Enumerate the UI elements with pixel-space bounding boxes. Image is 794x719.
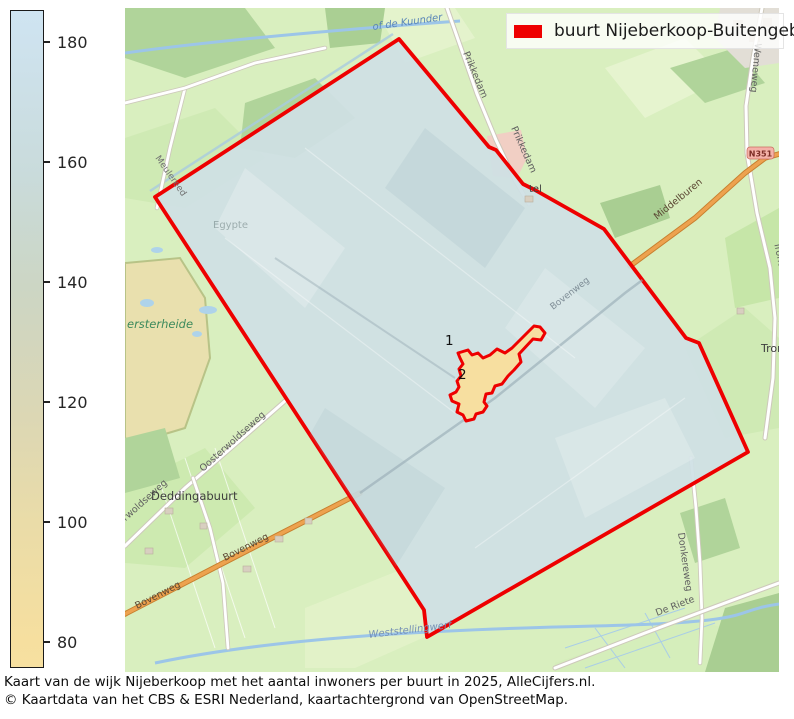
color-scale-tick: 160 <box>44 152 88 172</box>
road-label-bovenweg: Bovenweg <box>221 531 270 563</box>
tick-label: 180 <box>57 32 88 52</box>
tick-mark <box>44 161 50 163</box>
tick-label: 80 <box>57 632 78 652</box>
road-label-bovenweg: Bovenweg <box>133 579 182 611</box>
region-nijeberkoop-village[interactable] <box>448 324 547 423</box>
tick-label: 100 <box>57 512 88 532</box>
map-svg[interactable]: N351 Prikkedam Prikkedam Bovenweg Bovenw… <box>125 8 779 672</box>
caption-line-2: © Kaartdata van het CBS & ESRI Nederland… <box>4 691 569 708</box>
region-marker-1: 1 <box>445 333 454 349</box>
minor-roads <box>125 8 779 671</box>
color-scale-bar <box>10 10 44 668</box>
nature-label-heide: ersterheide <box>127 317 193 331</box>
tick-mark <box>44 41 50 43</box>
place-label-egypte: Egypte <box>213 220 248 231</box>
map-canvas[interactable]: N351 Prikkedam Prikkedam Bovenweg Bovenw… <box>125 8 779 672</box>
road-label-wemeweg: Wemeweg <box>748 43 763 93</box>
map-legend: buurt Nijeberkoop-Buitengebied <box>506 13 794 49</box>
tick-label: 120 <box>57 392 88 412</box>
heath-area <box>125 247 217 445</box>
waterways <box>125 19 779 665</box>
tick-label: 160 <box>57 152 88 172</box>
caption-line-1: Kaart van de wijk Nijeberkoop met het aa… <box>4 674 596 690</box>
tick-mark <box>44 401 50 403</box>
route-badge-label: N351 <box>749 150 773 159</box>
place-label-deddingabuurt: Deddingabuurt <box>151 489 238 503</box>
tick-label: 140 <box>57 272 88 292</box>
region-nijeberkoop-buitengebied[interactable] <box>153 37 750 639</box>
place-label-tel: tel <box>529 184 542 195</box>
color-scale-tick: 180 <box>44 32 88 52</box>
buildings <box>144 195 745 573</box>
legend-swatch-red <box>514 24 542 38</box>
road-label-oosterwoldseweg: Oosterwoldseweg <box>198 410 268 475</box>
color-scale-tick: 80 <box>44 632 77 652</box>
region-field-texture <box>215 128 695 568</box>
color-scale-tick: 100 <box>44 512 88 532</box>
caption: Kaart van de wijk Nijeberkoop met het aa… <box>4 674 790 710</box>
tick-mark <box>44 281 50 283</box>
tick-mark <box>44 641 50 643</box>
region-marker-2: 2 <box>458 367 467 383</box>
legend-label: buurt Nijeberkoop-Buitengebied <box>554 21 794 41</box>
color-scale-tick: 140 <box>44 272 88 292</box>
place-label-tronde: Tronde <box>760 342 779 355</box>
color-scale-tick: 120 <box>44 392 88 412</box>
route-badge-n351: N351 <box>746 146 775 160</box>
tick-mark <box>44 521 50 523</box>
